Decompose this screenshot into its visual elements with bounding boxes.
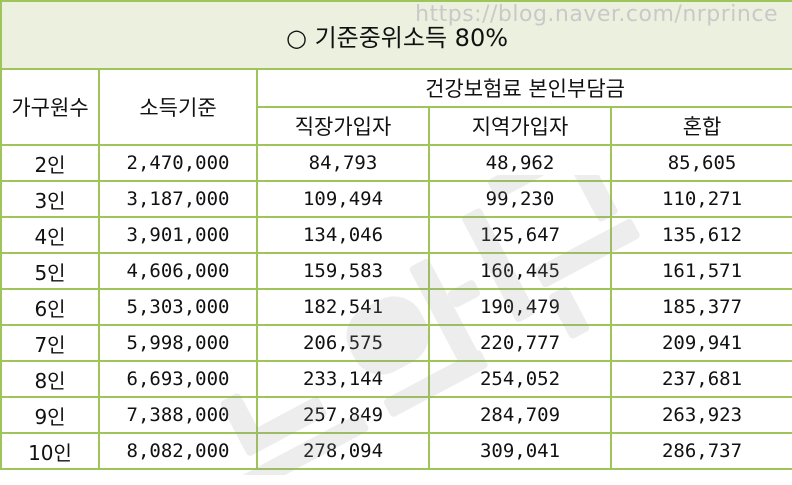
header-employee: 직장가입자 [256,106,430,146]
title-row: ○ 기준중위소득 80% [0,0,792,70]
table-row: 7인 5,998,000 206,575 220,777 209,941 [0,324,792,362]
header-row-2: 직장가입자 지역가입자 혼합 [1,106,792,146]
table-row: 8인 6,693,000 233,144 254,052 237,681 [0,360,792,398]
cell-income: 3,901,000 [98,216,258,254]
cell-household: 10인 [0,432,100,470]
cell-mixed: 161,571 [609,252,792,290]
cell-regional: 190,479 [428,288,612,326]
header-mixed: 혼합 [609,106,792,146]
cell-employee: 278,094 [256,432,430,470]
cell-income: 2,470,000 [98,144,258,182]
cell-mixed: 237,681 [609,360,792,398]
cell-regional: 284,709 [428,396,612,434]
table-row: 6인 5,303,000 182,541 190,479 185,377 [0,288,792,326]
cell-mixed: 209,941 [609,324,792,362]
header-income: 소득기준 [98,68,258,146]
cell-regional: 254,052 [428,360,612,398]
table-title: ○ 기준중위소득 80% [0,0,792,70]
cell-household: 8인 [0,360,100,398]
cell-income: 5,303,000 [98,288,258,326]
header-regional: 지역가입자 [428,106,612,146]
cell-household: 6인 [0,288,100,326]
watermark-url: https://blog.naver.com/nrprince [415,2,778,27]
cell-household: 3인 [0,180,100,218]
table-row: 9인 7,388,000 257,849 284,709 263,923 [0,396,792,434]
cell-household: 4인 [0,216,100,254]
cell-household: 2인 [0,144,100,182]
cell-household: 5인 [0,252,100,290]
header-row-1: 가구원수 소득기준 건강보험료 본인부담금 [0,68,792,146]
cell-mixed: 263,923 [609,396,792,434]
cell-income: 7,388,000 [98,396,258,434]
cell-mixed: 135,612 [609,216,792,254]
cell-regional: 160,445 [428,252,612,290]
cell-income: 5,998,000 [98,324,258,362]
cell-regional: 48,962 [428,144,612,182]
table-row: 4인 3,901,000 134,046 125,647 135,612 [0,216,792,254]
cell-employee: 134,046 [256,216,430,254]
cell-regional: 125,647 [428,216,612,254]
cell-regional: 99,230 [428,180,612,218]
table-row: 3인 3,187,000 109,494 99,230 110,271 [0,180,792,218]
income-premium-table: ○ 기준중위소득 80% 가구원수 소득기준 건강보험료 본인부담금 직장가입자… [0,0,792,470]
cell-mixed: 286,737 [609,432,792,470]
header-premium-group: 건강보험료 본인부담금 [255,68,792,108]
cell-income: 6,693,000 [98,360,258,398]
cell-employee: 233,144 [256,360,430,398]
cell-regional: 220,777 [428,324,612,362]
cell-employee: 159,583 [256,252,430,290]
table-row: 2인 2,470,000 84,793 48,962 85,605 [0,144,792,182]
cell-household: 7인 [0,324,100,362]
cell-employee: 182,541 [256,288,430,326]
cell-employee: 257,849 [256,396,430,434]
cell-household: 9인 [0,396,100,434]
cell-employee: 109,494 [256,180,430,218]
cell-mixed: 110,271 [609,180,792,218]
cell-income: 8,082,000 [98,432,258,470]
header-household: 가구원수 [0,68,100,146]
cell-income: 3,187,000 [98,180,258,218]
table-row: 10인 8,082,000 278,094 309,041 286,737 [0,432,792,470]
cell-employee: 84,793 [256,144,430,182]
cell-mixed: 85,605 [609,144,792,182]
cell-regional: 309,041 [428,432,612,470]
cell-employee: 206,575 [256,324,430,362]
cell-income: 4,606,000 [98,252,258,290]
table-row: 5인 4,606,000 159,583 160,445 161,571 [0,252,792,290]
cell-mixed: 185,377 [609,288,792,326]
